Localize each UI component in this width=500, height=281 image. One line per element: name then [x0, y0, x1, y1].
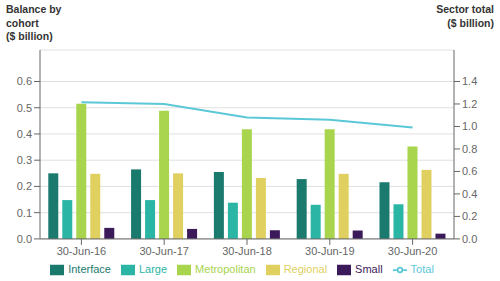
html-text:Total: Total: [410, 262, 434, 275]
svg-text:30-Jun-16: 30-Jun-16: [57, 245, 107, 257]
svg-text:0.5: 0.5: [17, 102, 32, 114]
svg-text:0.6: 0.6: [462, 165, 477, 177]
html-text:Balance by cohort ($ billion): Balance by cohort ($ billion): [6, 3, 62, 43]
svg-text:30-Jun-18: 30-Jun-18: [222, 245, 272, 257]
html-text:Large: Large: [139, 262, 168, 275]
html-text:Metropolitan: Metropolitan: [195, 262, 256, 275]
svg-text:0.4: 0.4: [17, 128, 32, 140]
svg-text:30-Jun-17: 30-Jun-17: [139, 245, 189, 257]
html-text:Regional: Regional: [283, 262, 328, 275]
html-text:Small: Small: [355, 262, 383, 275]
svg-text:0.2: 0.2: [17, 180, 32, 192]
svg-text:0.8: 0.8: [462, 143, 477, 155]
svg-text:30-Jun-20: 30-Jun-20: [388, 245, 438, 257]
svg-text:0.0: 0.0: [17, 233, 32, 245]
html-text:Interface: Interface: [68, 262, 111, 275]
svg-text:0.2: 0.2: [462, 210, 477, 222]
svg-text:0.3: 0.3: [17, 154, 32, 166]
svg-text:0.0: 0.0: [462, 233, 477, 245]
svg-text:0.6: 0.6: [17, 75, 32, 87]
svg-text:1.0: 1.0: [462, 120, 477, 132]
svg-text:1.4: 1.4: [462, 75, 477, 87]
svg-text:1.2: 1.2: [462, 98, 477, 110]
html-text:Sector total ($ billion): Sector total ($ billion): [436, 3, 494, 29]
svg-text:0.1: 0.1: [17, 207, 32, 219]
svg-text:0.4: 0.4: [462, 188, 477, 200]
svg-text:30-Jun-19: 30-Jun-19: [305, 245, 355, 257]
